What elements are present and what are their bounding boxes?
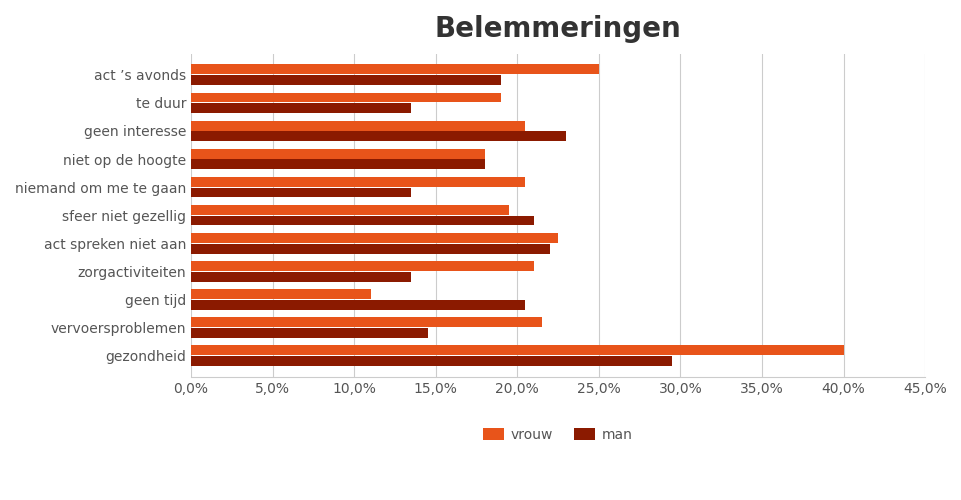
Bar — [191, 188, 411, 198]
Bar — [191, 64, 599, 74]
Bar — [191, 177, 525, 186]
Bar — [191, 272, 411, 281]
Bar — [191, 92, 501, 102]
Bar — [191, 216, 533, 226]
Bar — [191, 132, 566, 141]
Bar — [191, 318, 541, 327]
Bar — [191, 160, 484, 170]
Bar — [191, 289, 370, 299]
Legend: vrouw, man: vrouw, man — [478, 422, 638, 448]
Bar — [191, 346, 843, 356]
Bar — [191, 75, 501, 85]
Bar — [191, 149, 484, 158]
Bar — [191, 104, 411, 113]
Bar — [191, 233, 557, 243]
Bar — [191, 328, 428, 338]
Bar — [191, 261, 533, 271]
Bar — [191, 205, 508, 215]
Bar — [191, 244, 550, 254]
Title: Belemmeringen: Belemmeringen — [434, 15, 680, 43]
Bar — [191, 356, 672, 366]
Bar — [191, 300, 525, 310]
Bar — [191, 120, 525, 130]
